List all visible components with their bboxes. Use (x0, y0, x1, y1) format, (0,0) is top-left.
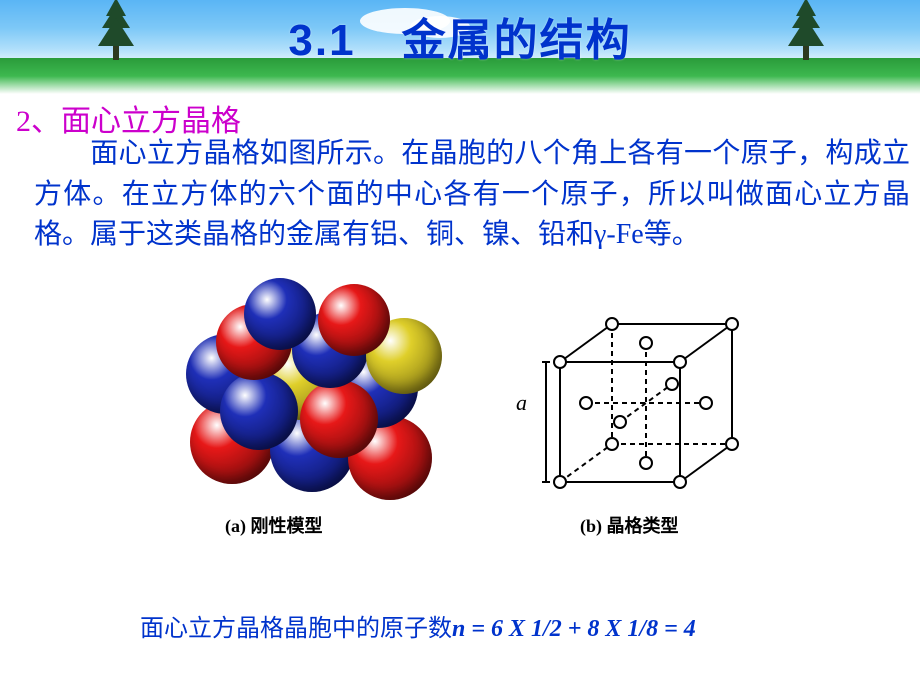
rigid-sphere-model (180, 290, 440, 500)
atom-sphere (318, 284, 390, 356)
atom-count-formula: 面心立方晶格晶胞中的原子数n = 6 X 1/2 + 8 X 1/8 = 4 (140, 608, 696, 643)
formula-expression: = 6 X 1/2 + 8 X 1/8 = 4 (465, 616, 695, 642)
atom-sphere (244, 278, 316, 350)
atom-sphere (300, 380, 378, 458)
lattice-diagram (540, 302, 740, 502)
body-text: 面心立方晶格如图所示。在晶胞的八个角上各有一个原子，构成立方体。在立方体的六个面… (34, 134, 910, 256)
lattice-param-a: a (516, 390, 527, 416)
body-text-content: 面心立方晶格如图所示。在晶胞的八个角上各有一个原子，构成立方体。在立方体的六个面… (34, 138, 910, 250)
caption-b: (b) 晶格类型 (580, 512, 679, 538)
atom-sphere (220, 372, 298, 450)
formula-variable: n (452, 616, 465, 642)
formula-prefix: 面心立方晶格晶胞中的原子数 (140, 616, 452, 642)
figure-row: a (a) 刚性模型 (b) 晶格类型 (0, 290, 920, 550)
caption-a: (a) 刚性模型 (225, 512, 323, 538)
slide-title: 3.1 金属的结构 (0, 4, 920, 68)
